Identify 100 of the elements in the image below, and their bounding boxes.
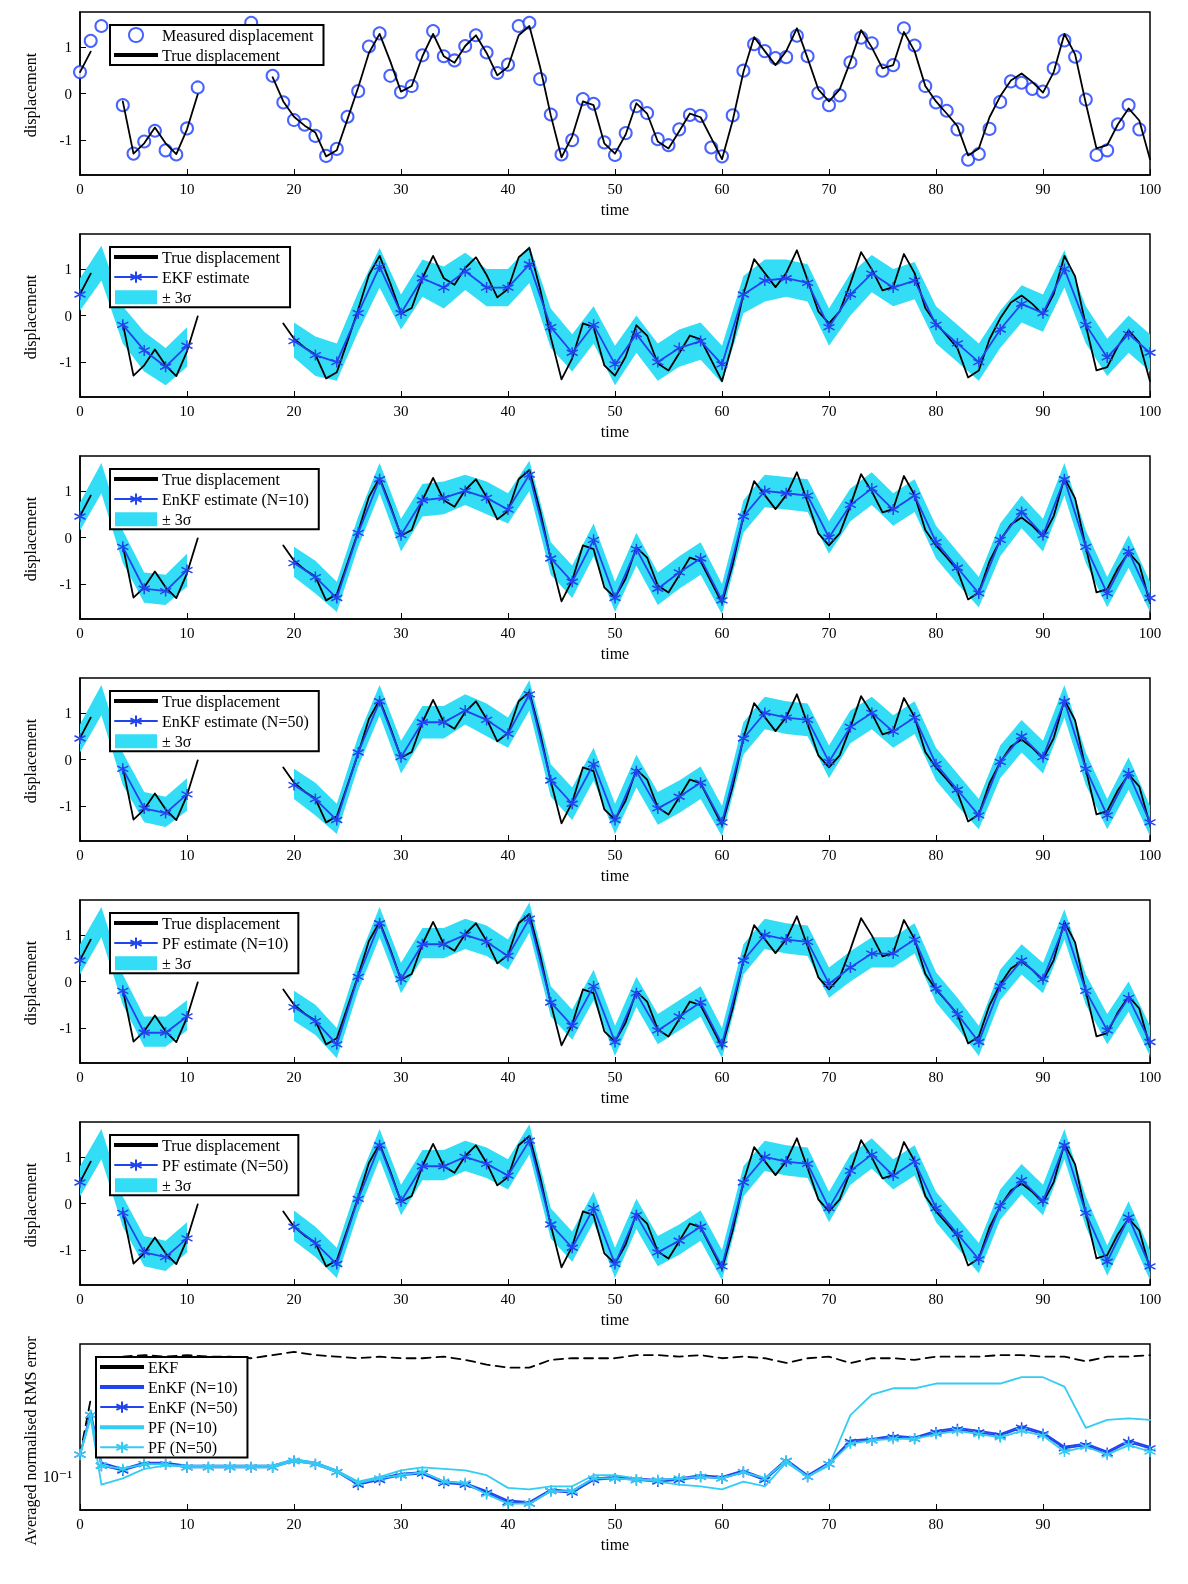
y-tick-label: 0 — [64, 529, 72, 546]
x-tick-label: 80 — [928, 1068, 944, 1085]
x-tick-label: 0 — [76, 402, 84, 419]
x-tick-label: 60 — [714, 624, 730, 641]
legend-label: PF estimate (N=50) — [162, 1156, 289, 1175]
x-tick-label: 30 — [393, 1068, 409, 1085]
x-tick-label: 80 — [928, 846, 944, 863]
legend-label: ± 3σ — [162, 1176, 192, 1194]
x-tick-label: 40 — [500, 1515, 516, 1532]
x-tick-label: 10 — [179, 846, 195, 863]
x-tick-label: 0 — [76, 624, 84, 641]
x-tick-label: 70 — [821, 624, 837, 641]
y-tick-label: -1 — [59, 1242, 72, 1259]
x-tick-label: 70 — [821, 402, 837, 419]
x-axis-title: time — [600, 1310, 630, 1328]
x-tick-label: 70 — [821, 1290, 837, 1307]
x-tick-label: 80 — [928, 180, 944, 197]
y-tick-label: -1 — [59, 1020, 72, 1037]
x-tick-label: 0 — [76, 846, 84, 863]
x-tick-label: 100 — [1138, 846, 1162, 863]
x-tick-label: 20 — [286, 1290, 302, 1307]
x-tick-label: 10 — [179, 402, 195, 419]
x-tick-label: 30 — [393, 846, 409, 863]
y-tick-label: 0 — [64, 751, 72, 768]
x-tick-label: 100 — [1138, 1068, 1162, 1085]
x-tick-label: 10 — [179, 1515, 195, 1532]
y-axis-title: Averaged normalised RMS error — [21, 1335, 40, 1546]
x-tick-label: 0 — [76, 1290, 84, 1307]
x-tick-label: 20 — [286, 624, 302, 641]
x-tick-label: 20 — [286, 1068, 302, 1085]
x-tick-label: 60 — [714, 1290, 730, 1307]
x-tick-label: 100 — [1138, 1290, 1162, 1307]
x-axis-title: time — [600, 1088, 630, 1106]
x-axis-title: time — [600, 866, 630, 884]
x-tick-label: 60 — [714, 1515, 730, 1532]
x-tick-label: 50 — [607, 180, 623, 197]
x-tick-label: 90 — [1035, 1068, 1051, 1085]
x-tick-label: 100 — [1138, 624, 1162, 641]
x-tick-label: 50 — [607, 1068, 623, 1085]
x-tick-label: 60 — [714, 1068, 730, 1085]
x-tick-label: 20 — [286, 402, 302, 419]
y-tick-label: 0 — [64, 1195, 72, 1212]
x-tick-label: 70 — [821, 1068, 837, 1085]
legend-label: ± 3σ — [162, 288, 192, 306]
x-tick-label: 90 — [1035, 1515, 1051, 1532]
legend-label: True displacement — [162, 248, 281, 267]
legend-label: EKF estimate — [162, 268, 250, 286]
x-tick-label: 70 — [821, 180, 837, 197]
x-axis-title: time — [600, 200, 630, 218]
x-tick-label: 100 — [1138, 402, 1162, 419]
y-tick-label: -1 — [59, 576, 72, 593]
x-tick-label: 30 — [393, 1515, 409, 1532]
legend-label: PF (N=50) — [148, 1438, 218, 1457]
x-tick-label: 30 — [393, 1290, 409, 1307]
legend-label: EnKF estimate (N=10) — [162, 490, 309, 509]
legend-label: PF (N=10) — [148, 1418, 218, 1437]
x-tick-label: 0 — [76, 1515, 84, 1532]
y-tick-label: -1 — [59, 798, 72, 815]
x-tick-label: 50 — [607, 1515, 623, 1532]
y-tick-label: -1 — [59, 354, 72, 371]
x-tick-label: 30 — [393, 180, 409, 197]
x-tick-label: 60 — [714, 846, 730, 863]
y-axis-title: displacement — [21, 940, 40, 1026]
x-tick-label: 40 — [500, 846, 516, 863]
y-tick-label: 1 — [64, 926, 72, 943]
x-tick-label: 40 — [500, 180, 516, 197]
legend-label: EnKF (N=50) — [148, 1398, 238, 1417]
legend-label: True displacement — [162, 1136, 281, 1155]
x-tick-label: 70 — [821, 1515, 837, 1532]
x-tick-label: 0 — [76, 1068, 84, 1085]
x-tick-label: 70 — [821, 846, 837, 863]
legend-label: EnKF estimate (N=50) — [162, 712, 309, 731]
legend-label: True displacement — [162, 470, 281, 489]
x-tick-label: 60 — [714, 402, 730, 419]
text: 10⁻¹ — [42, 1468, 73, 1486]
y-axis-title: displacement — [21, 274, 40, 360]
x-tick-label: 80 — [928, 1515, 944, 1532]
x-tick-label: 10 — [179, 1068, 195, 1085]
x-tick-label: 50 — [607, 1290, 623, 1307]
legend-label: True displacement — [162, 46, 281, 65]
x-axis-title: time — [600, 1535, 630, 1553]
x-tick-label: 30 — [393, 402, 409, 419]
y-axis-title: displacement — [21, 718, 40, 804]
x-tick-label: 90 — [1035, 846, 1051, 863]
x-tick-label: 30 — [393, 624, 409, 641]
x-tick-label: 90 — [1035, 180, 1051, 197]
legend-label: True displacement — [162, 914, 281, 933]
legend-label: ± 3σ — [162, 510, 192, 528]
x-axis-title: time — [600, 422, 630, 440]
legend-label: ± 3σ — [162, 732, 192, 750]
y-tick-label: 1 — [64, 704, 72, 721]
y-tick-label: 1 — [64, 1148, 72, 1165]
y-axis-title: displacement — [21, 496, 40, 582]
y-tick-label: 1 — [64, 38, 72, 55]
legend-label: PF estimate (N=10) — [162, 934, 289, 953]
x-tick-label: 50 — [607, 846, 623, 863]
legend-label: EKF — [148, 1358, 179, 1376]
x-tick-label: 50 — [607, 402, 623, 419]
x-tick-label: 40 — [500, 1290, 516, 1307]
y-tick-label: 1 — [64, 482, 72, 499]
